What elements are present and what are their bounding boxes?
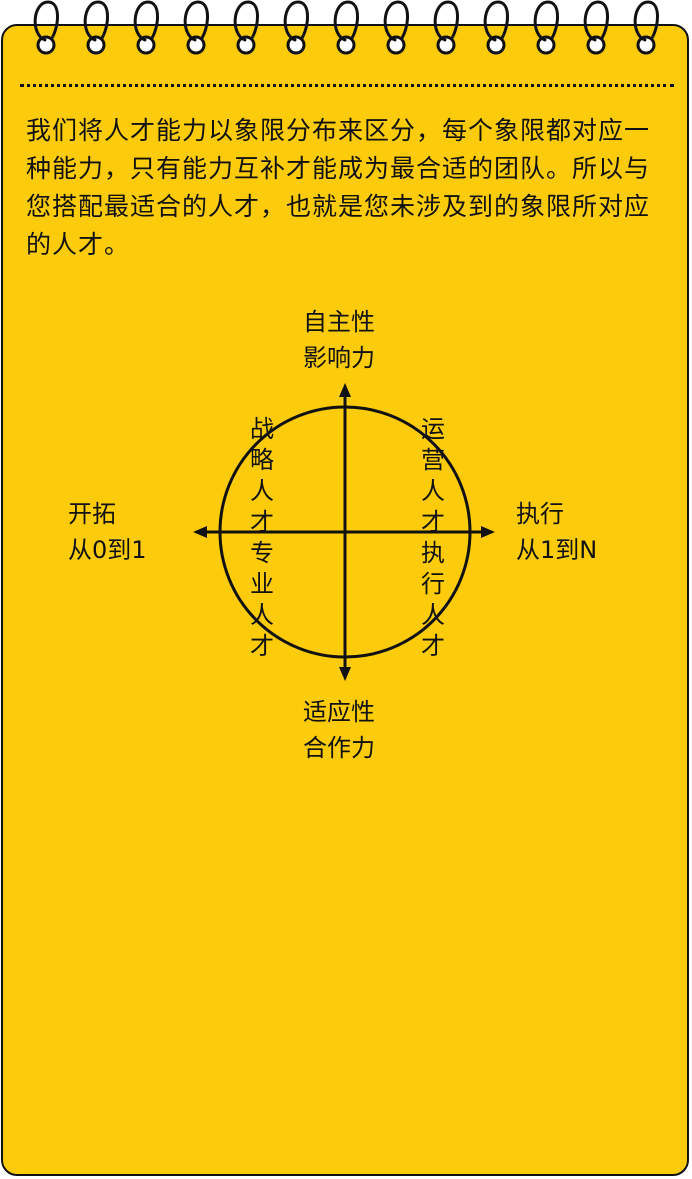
spiral-ring-icon [483,0,509,55]
axis-label-left-line1: 开拓 [68,500,116,528]
spiral-ring-icon [133,0,159,55]
spiral-ring-icon [283,0,309,55]
axis-label-bottom-line2: 合作力 [303,734,375,762]
spiral-ring-icon [233,0,259,55]
axis-label-bottom-line1: 适应性 [303,698,375,726]
axis-label-top-line1: 自主性 [303,308,375,336]
quadrant-label-execution: 执行人才 [421,539,445,660]
axis-label-right-line1: 执行 [516,500,564,528]
intro-paragraph: 我们将人才能力以象限分布来区分，每个象限都对应一种能力，只有能力互补才能成为最合… [26,116,651,259]
horizontal-axis-right-arrow-icon [481,526,495,538]
spiral-ring-icon [33,0,59,55]
spiral-binding [33,0,659,55]
spiral-ring-icon [183,0,209,55]
axis-label-left: 开拓 从0到1 [68,496,147,568]
axis-label-left-line2: 从0到1 [68,536,147,564]
axis-label-bottom: 适应性 合作力 [303,694,375,766]
spiral-ring-icon [83,0,109,55]
spiral-ring-icon [633,0,659,55]
vertical-axis-top-arrow-icon [339,383,351,397]
spiral-ring-icon [383,0,409,55]
spiral-ring-icon [533,0,559,55]
spiral-ring-icon [583,0,609,55]
axis-label-top-line2: 影响力 [303,344,375,372]
horizontal-axis-left-arrow-icon [193,526,207,538]
spiral-ring-icon [333,0,359,55]
dotted-divider [20,84,674,87]
quadrant-label-strategy: 战略人才 [250,415,274,536]
quadrant-label-specialist: 专业人才 [250,539,274,660]
axis-label-right-line2: 从1到N [516,536,598,564]
spiral-ring-icon [433,0,459,55]
axis-label-right: 执行 从1到N [516,496,597,568]
vertical-axis-bottom-arrow-icon [339,667,351,681]
axis-label-top: 自主性 影响力 [303,304,375,376]
quadrant-label-operation: 运营人才 [421,415,445,536]
